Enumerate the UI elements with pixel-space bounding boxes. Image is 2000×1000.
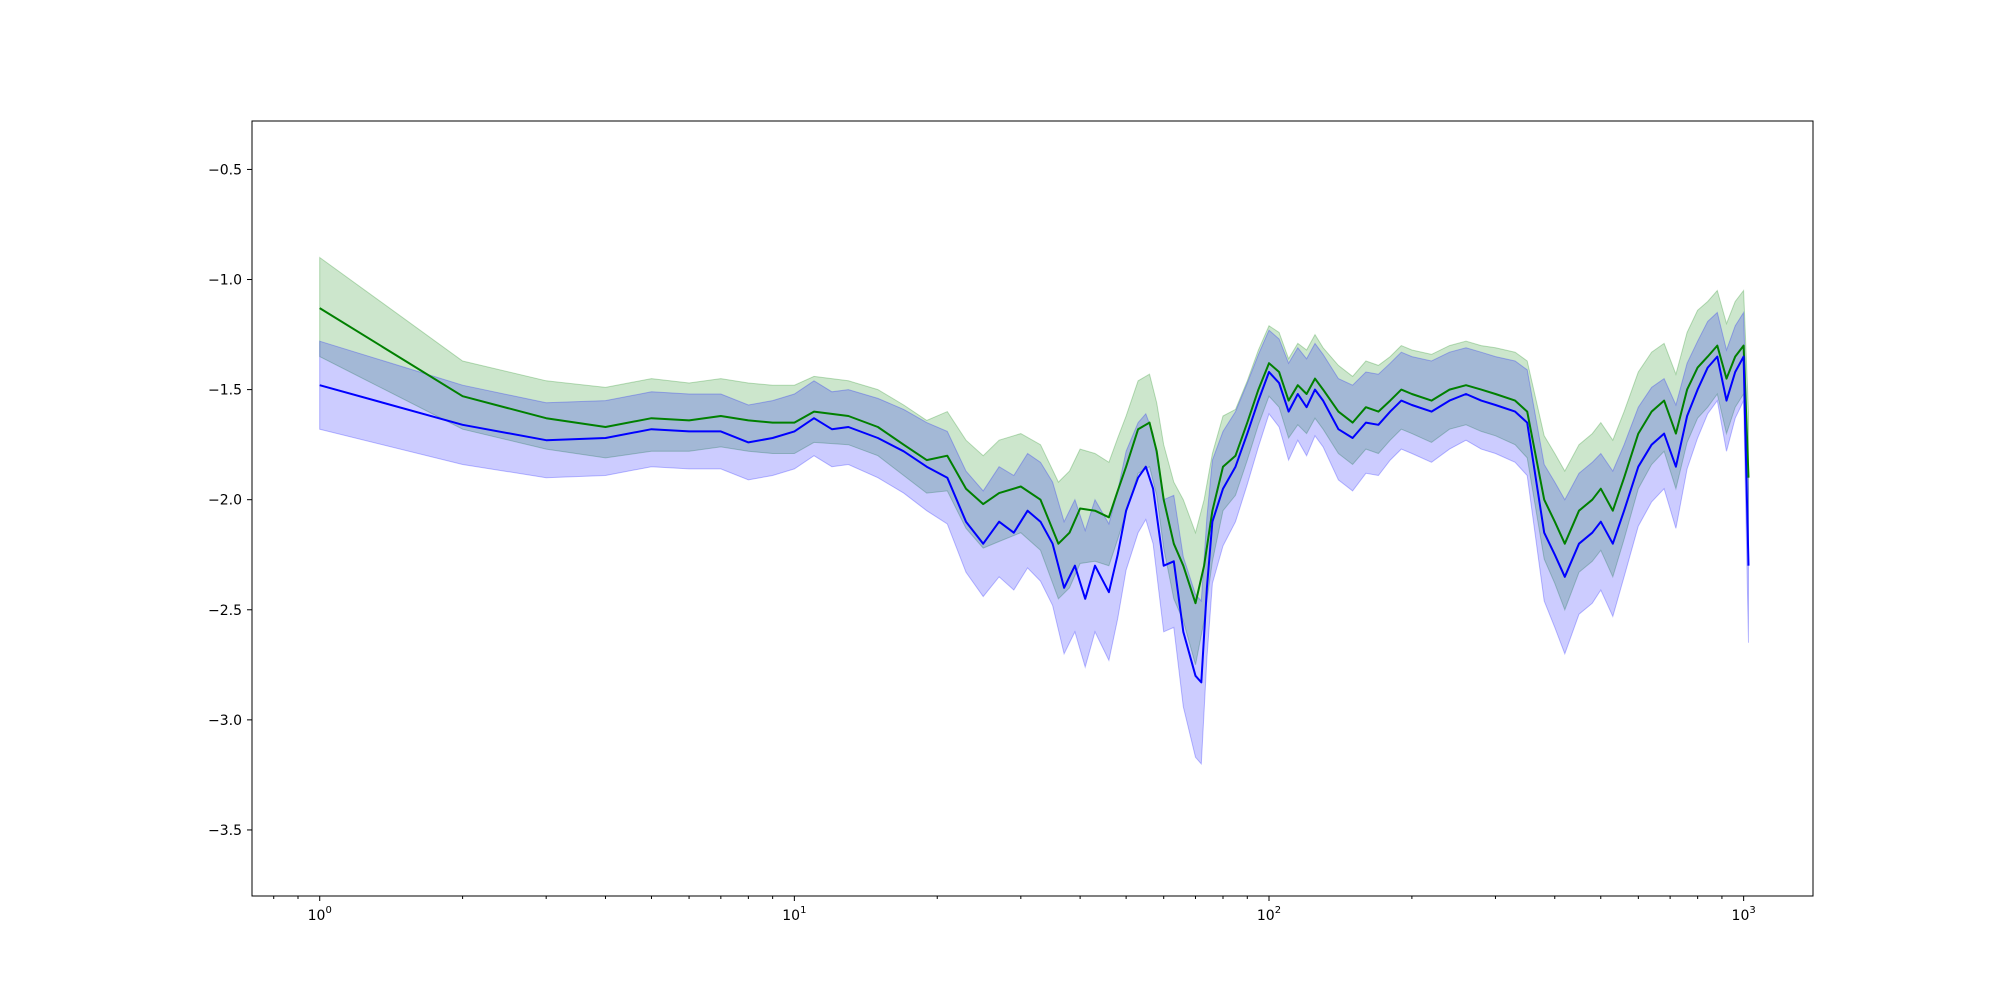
x-tick-label: 101 <box>782 905 806 924</box>
x-tick-label: 100 <box>308 905 332 924</box>
series-2-line <box>319 355 1750 684</box>
x-axis: 100 101 102 103 <box>273 896 1756 924</box>
confidence-bands <box>319 256 1749 766</box>
x-tick-label: 102 <box>1257 905 1281 924</box>
plot-frame <box>251 120 1814 897</box>
y-tick-label: −2.5 <box>208 603 242 619</box>
y-tick-label: −0.5 <box>208 162 242 178</box>
y-tick-label: −3.0 <box>208 713 242 729</box>
series-lines <box>319 307 1750 684</box>
y-tick-label: −1.5 <box>208 383 242 399</box>
y-axis: −0.5 −1.0 −1.5 −2.0 −2.5 −3.0 −3.5 <box>208 162 252 839</box>
y-tick-label: −2.0 <box>208 493 242 509</box>
y-tick-label: −1.0 <box>208 273 242 289</box>
x-tick-label: 103 <box>1732 905 1756 924</box>
series-1-line <box>319 307 1750 605</box>
y-tick-label: −3.5 <box>208 823 242 839</box>
